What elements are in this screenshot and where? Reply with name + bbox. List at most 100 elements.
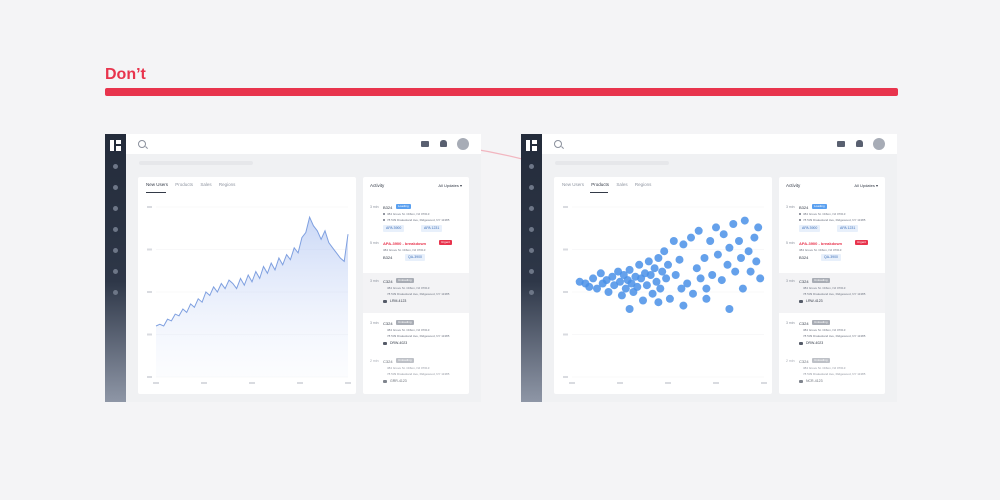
data-point	[585, 282, 594, 291]
activity-item[interactable]: 5 min APA-3900 - breakdown Urgent 384 Gr…	[363, 235, 469, 275]
nav-item-5[interactable]	[113, 248, 118, 253]
item-time: 3 min	[370, 321, 379, 325]
status-badge: Loading	[812, 204, 827, 209]
y-tick-label	[147, 376, 152, 378]
vehicle-chip[interactable]: QA-3900	[821, 254, 842, 261]
nav-item-6[interactable]	[529, 269, 534, 274]
activity-item[interactable]: 3 min C324 Unloading 384 Grove St. Clift…	[363, 273, 469, 313]
data-point	[589, 274, 598, 283]
data-point	[729, 220, 738, 228]
vehicle-chip[interactable]: APA 3900	[383, 225, 405, 232]
tab-regions[interactable]: Regions	[218, 182, 236, 187]
tab-regions[interactable]: Regions	[634, 182, 652, 187]
vehicle-id: GRR-4123	[390, 379, 407, 383]
chart-tabs: New Users Products Sales Regions	[146, 182, 241, 187]
activity-item[interactable]: 2 min C324 Unloading 384 Grove St. Clift…	[779, 353, 885, 393]
data-point	[719, 230, 728, 239]
scatter-chart	[563, 206, 767, 384]
vehicle-chip[interactable]: QA-3900	[405, 254, 426, 261]
dont-title: Don’t	[105, 66, 146, 83]
nav-item-2[interactable]	[529, 185, 534, 190]
nav-item-1[interactable]	[113, 164, 118, 169]
vehicle-chip[interactable]: APA 3900	[799, 225, 821, 232]
area-chart	[147, 206, 351, 384]
tab-new-users[interactable]: New Users	[146, 182, 169, 187]
search-icon[interactable]	[554, 140, 562, 148]
item-time: 3 min	[370, 205, 379, 209]
truck-icon	[799, 342, 803, 345]
app-logo-icon[interactable]	[526, 140, 537, 151]
item-code: C324	[383, 359, 393, 364]
tab-products[interactable]: Products	[175, 182, 194, 187]
item-address-1: 384 Grove St. Clifton, NJ 07013	[803, 212, 846, 216]
item-code: C324	[383, 279, 393, 284]
chart-card: New Users Products Sales Regions	[554, 177, 772, 394]
filter-label: All Updates	[438, 183, 459, 188]
nav-item-7[interactable]	[113, 290, 118, 295]
nav-item-4[interactable]	[529, 227, 534, 232]
x-tick-label	[617, 382, 623, 384]
dont-bar	[105, 88, 898, 96]
tab-new-users[interactable]: New Users	[562, 182, 585, 187]
nav-item-2[interactable]	[113, 185, 118, 190]
vehicle-id: DRW-4023	[390, 341, 408, 345]
avatar[interactable]	[457, 138, 469, 150]
activity-item[interactable]: 3 min B324 Loading 384 Grove St. Clifton…	[363, 199, 469, 239]
x-tick-label	[569, 382, 575, 384]
data-point	[683, 279, 692, 288]
data-point	[706, 237, 715, 245]
nav-item-3[interactable]	[529, 206, 534, 211]
nav-item-5[interactable]	[529, 248, 534, 253]
vehicle-chip[interactable]: APA 1231	[421, 225, 443, 232]
data-point	[713, 250, 722, 259]
data-point	[662, 274, 671, 283]
status-badge: Unloading	[396, 320, 414, 325]
activity-item[interactable]: 5 min APA-3900 - breakdown Urgent 384 Gr…	[779, 235, 885, 275]
nav-item-1[interactable]	[529, 164, 534, 169]
activity-item[interactable]: 3 min C324 Unloading 384 Grove St. Clift…	[779, 273, 885, 313]
activity-item[interactable]: 3 min C324 Unloading 384 Grove St. Clift…	[363, 315, 469, 355]
data-point	[725, 243, 734, 252]
app-logo-icon[interactable]	[110, 140, 121, 151]
tab-products[interactable]: Products	[591, 182, 610, 187]
nav-item-6[interactable]	[113, 269, 118, 274]
tab-sales[interactable]: Sales	[200, 182, 212, 187]
status-badge: Urgent	[439, 240, 453, 245]
data-point	[746, 267, 755, 276]
message-icon[interactable]	[421, 141, 429, 147]
activity-filter[interactable]: All Updates ▾	[854, 183, 878, 188]
activity-filter[interactable]: All Updates ▾	[438, 183, 462, 188]
activity-item[interactable]: 2 min C324 Unloading 384 Grove St. Clift…	[363, 353, 469, 393]
activity-item[interactable]: 3 min B324 Loading 384 Grove St. Clifton…	[779, 199, 885, 239]
y-tick-label	[563, 248, 568, 251]
activity-item[interactable]: 3 min C324 Unloading 384 Grove St. Clift…	[779, 315, 885, 355]
data-point	[687, 233, 695, 242]
data-point	[633, 282, 642, 291]
data-point	[644, 257, 653, 266]
nav-item-3[interactable]	[113, 206, 118, 211]
vehicle-chip[interactable]: APA 1231	[837, 225, 859, 232]
nav-item-7[interactable]	[529, 290, 534, 295]
bell-icon[interactable]	[440, 140, 447, 147]
data-point	[702, 284, 711, 293]
placeholder-line	[139, 161, 253, 165]
tab-sales[interactable]: Sales	[616, 182, 628, 187]
data-point	[737, 254, 745, 262]
bell-icon[interactable]	[856, 140, 863, 147]
data-point	[616, 277, 624, 286]
avatar[interactable]	[873, 138, 885, 150]
item-address-2: 78 539 Drakesland Ave, Ridgewood, NY 113…	[387, 334, 450, 338]
nav-item-4[interactable]	[113, 227, 118, 232]
data-point	[654, 254, 663, 262]
data-point	[627, 279, 636, 288]
data-point	[679, 240, 688, 249]
message-icon[interactable]	[837, 141, 845, 147]
data-point	[700, 254, 709, 262]
topbar	[126, 134, 481, 154]
data-point	[654, 298, 663, 307]
data-point	[664, 260, 672, 269]
item-time: 2 min	[786, 359, 795, 363]
search-icon[interactable]	[138, 140, 146, 148]
data-point	[717, 276, 726, 285]
vehicle-id: NCR-4123	[806, 379, 823, 383]
